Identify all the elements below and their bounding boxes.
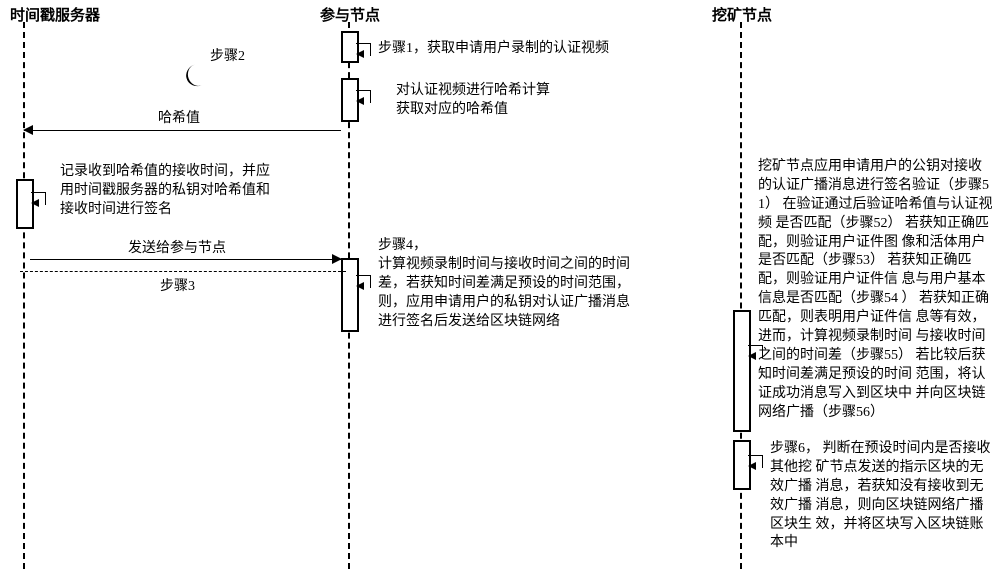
label-hash-desc: 对认证视频进行哈希计算 获取对应的哈希值 — [396, 82, 550, 120]
header-miner: 挖矿节点 — [712, 4, 772, 25]
label-step1: 步骤1，获取申请用户录制的认证视频 — [378, 40, 609, 59]
label-step4: 步骤4， 计算视频录制时间与接收时间之间的时间 差，若获知时间差满足预设的时间范… — [378, 237, 630, 331]
selfarrow-step6-head — [748, 462, 756, 470]
selfarrow-miner-head — [748, 352, 756, 360]
selfarrow-hash-head — [356, 97, 364, 105]
header-participant: 参与节点 — [320, 4, 380, 25]
label-miner-block: 挖矿节点应用申请用户的公钥对接收 的认证广播消息进行签名验证（步骤5 1） 在验… — [758, 158, 996, 422]
label-step2: 步骤2 — [210, 48, 245, 67]
label-server-sign: 记录收到哈希值的接收时间，并应 用时间戳服务器的私钥对哈希值和 接收时间进行签名 — [60, 163, 270, 220]
arc-decoration — [183, 61, 213, 90]
selfarrow-sign-head — [31, 199, 39, 207]
lifeline-server — [23, 22, 25, 569]
activation-miner-main — [733, 310, 751, 432]
selfarrow-step4-head — [356, 282, 364, 290]
activation-step4 — [341, 258, 359, 332]
label-send-participant: 发送给参与节点 — [128, 240, 226, 259]
label-step6: 步骤6， 判断在预设时间内是否接收其他挖 矿节点发送的指示区块的无效广播 消息，… — [770, 440, 996, 553]
dashed-step3 — [20, 271, 346, 272]
label-hashvalue: 哈希值 — [158, 110, 200, 129]
label-step3: 步骤3 — [160, 278, 195, 297]
header-server: 时间戳服务器 — [10, 4, 100, 25]
selfarrow-step1-head — [356, 50, 364, 58]
